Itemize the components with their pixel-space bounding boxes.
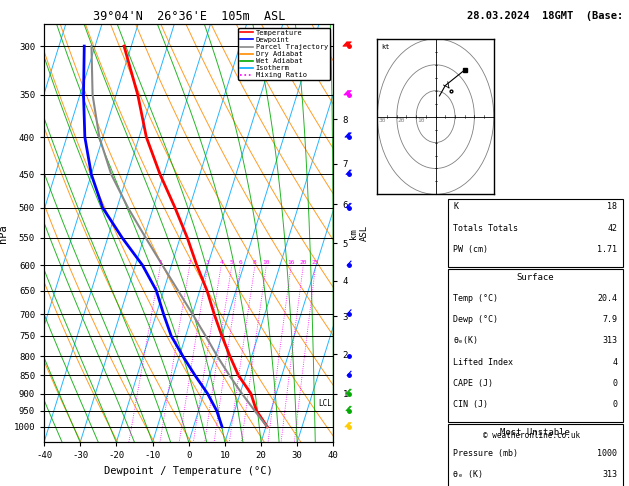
Text: 20: 20 [398, 118, 405, 123]
Text: 1000: 1000 [598, 449, 618, 458]
Text: 313: 313 [603, 470, 618, 479]
Text: θₑ(K): θₑ(K) [453, 336, 478, 346]
Text: 10: 10 [262, 260, 270, 265]
Text: Pressure (mb): Pressure (mb) [453, 449, 518, 458]
Text: Temp (°C): Temp (°C) [453, 294, 498, 303]
Text: Surface: Surface [516, 273, 554, 282]
Bar [448, 199, 623, 267]
Y-axis label: hPa: hPa [0, 224, 8, 243]
Text: 8: 8 [253, 260, 257, 265]
Bar [448, 424, 623, 486]
Text: 4: 4 [613, 358, 618, 366]
Text: CIN (J): CIN (J) [453, 400, 488, 409]
Text: 20: 20 [299, 260, 307, 265]
Text: Totals Totals: Totals Totals [453, 224, 518, 233]
Legend: Temperature, Dewpoint, Parcel Trajectory, Dry Adiabat, Wet Adiabat, Isotherm, Mi: Temperature, Dewpoint, Parcel Trajectory… [238, 28, 330, 80]
Text: 20.4: 20.4 [598, 294, 618, 303]
Text: 28.03.2024  18GMT  (Base: 12): 28.03.2024 18GMT (Base: 12) [467, 11, 629, 21]
Text: 7.9: 7.9 [603, 315, 618, 324]
Text: PW (cm): PW (cm) [453, 245, 488, 254]
Text: 42: 42 [608, 224, 618, 233]
Text: 3: 3 [206, 260, 209, 265]
Text: © weatheronline.co.uk: © weatheronline.co.uk [483, 431, 580, 440]
Text: Lifted Index: Lifted Index [453, 358, 513, 366]
Text: Dewp (°C): Dewp (°C) [453, 315, 498, 324]
Text: 5: 5 [230, 260, 233, 265]
Text: 0: 0 [613, 379, 618, 388]
Text: CAPE (J): CAPE (J) [453, 379, 493, 388]
Text: θₑ (K): θₑ (K) [453, 470, 483, 479]
Text: 10: 10 [417, 118, 425, 123]
Text: 2: 2 [188, 260, 192, 265]
Title: 39°04'N  26°36'E  105m  ASL: 39°04'N 26°36'E 105m ASL [92, 10, 285, 23]
Text: 313: 313 [603, 336, 618, 346]
Text: 30: 30 [379, 118, 386, 123]
Text: K: K [453, 202, 458, 211]
Text: LCL: LCL [318, 399, 332, 408]
Y-axis label: km
ASL: km ASL [349, 225, 369, 242]
X-axis label: Dewpoint / Temperature (°C): Dewpoint / Temperature (°C) [104, 466, 273, 476]
Text: 25: 25 [312, 260, 320, 265]
Text: Most Unstable: Most Unstable [500, 428, 571, 437]
Text: 4: 4 [220, 260, 223, 265]
Text: 1: 1 [159, 260, 162, 265]
Text: 1.71: 1.71 [598, 245, 618, 254]
Text: 16: 16 [287, 260, 295, 265]
Text: kt: kt [381, 44, 390, 50]
Text: 0: 0 [613, 400, 618, 409]
Text: 18: 18 [608, 202, 618, 211]
Bar [448, 269, 623, 422]
Text: 6: 6 [239, 260, 243, 265]
